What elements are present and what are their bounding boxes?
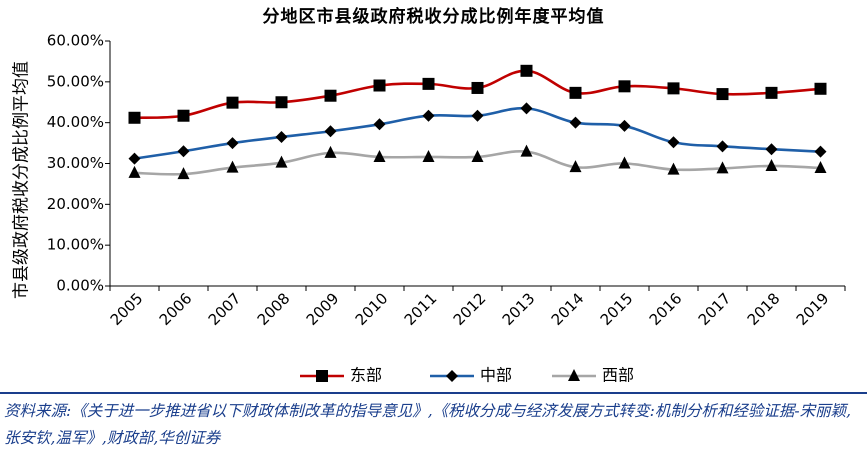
data-point-square [716,88,729,101]
data-point-triangle [618,156,631,169]
data-point-triangle [275,155,288,168]
data-point-triangle [667,162,680,175]
data-point-square [422,77,435,90]
x-tick-label: 2012 [450,289,490,329]
data-point-square [324,89,337,102]
data-point-square [520,64,533,77]
series-group [128,64,827,180]
data-point-square [471,81,484,94]
data-point-triangle [814,160,827,173]
x-tick-label: 2011 [401,289,441,329]
y-tick-label: 30.00% [47,154,104,172]
legend: 东部 中部 西部 [300,366,634,385]
x-tick-label: 2019 [793,289,833,329]
data-point-square [177,109,190,122]
legend-label: 中部 [480,366,512,385]
data-point-triangle [520,144,533,157]
data-point-diamond [471,109,484,122]
data-point-diamond [373,118,386,131]
x-tick-label: 2014 [548,289,588,329]
data-point-diamond [569,116,582,129]
data-point-triangle [373,149,386,162]
data-point-diamond [716,140,729,153]
y-tick-label: 60.00% [47,32,104,50]
data-point-diamond [324,125,337,138]
data-point-square [667,82,680,95]
series-3 [128,144,827,180]
x-tick-label: 2016 [646,289,686,329]
data-point-triangle [471,149,484,162]
data-point-diamond [765,143,778,156]
data-point-diamond [520,102,533,115]
data-point-triangle [324,145,337,158]
data-point-triangle [422,149,435,162]
data-point-diamond [177,145,190,158]
source-divider [0,392,867,394]
x-tick-label: 2005 [107,289,147,329]
x-tick-label: 2018 [744,289,784,329]
source-note: 资料来源:《关于进一步推进省以下财政体制改革的指导意见》,《税收分成与经济发展方… [4,402,852,447]
y-tick-label: 40.00% [47,113,104,131]
x-tick-label: 2017 [695,289,735,329]
data-point-triangle [716,161,729,174]
chart-title: 分地区市县级政府税收分成比例年度平均值 [262,7,605,27]
data-point-diamond [226,137,239,150]
series-1 [128,64,827,124]
data-point-triangle [765,158,778,171]
data-point-square [275,96,288,109]
legend-item: 东部 [300,366,382,385]
data-point-square [765,86,778,99]
data-point-diamond [814,145,827,158]
line-chart: 市县级政府税收分成比例平均值 0.00% 10.00% 20.00% 30.00% 40… [12,32,846,385]
data-point-square [569,86,582,99]
data-point-square [128,111,141,124]
data-point-triangle [128,165,141,178]
series-2 [128,102,827,165]
data-point-diamond [667,136,680,149]
y-tick-label: 50.00% [47,72,104,90]
data-point-square [373,79,386,92]
data-point-triangle [177,167,190,180]
data-point-diamond [446,370,458,382]
axes: 0.00% 10.00% 20.00% 30.00% 40.00% 50.00% 60.00… [47,32,846,329]
data-point-square [814,82,827,95]
data-point-square [316,370,328,382]
y-axis-label: 市县级政府税收分成比例平均值 [12,61,32,299]
data-point-square [226,96,239,109]
data-point-diamond [128,152,141,165]
y-tick-label: 20.00% [47,195,104,213]
legend-item: 中部 [430,366,512,385]
x-tick-label: 2013 [499,289,539,329]
legend-item: 西部 [552,366,634,385]
x-tick-label: 2007 [205,289,245,329]
x-tick-label: 2009 [303,289,343,329]
data-point-triangle [226,160,239,173]
data-point-triangle [569,160,582,173]
legend-label: 东部 [350,366,382,385]
x-tick-label: 2006 [156,289,196,329]
data-point-diamond [275,130,288,143]
x-tick-label: 2015 [597,289,637,329]
data-point-square [618,80,631,93]
x-tick-label: 2008 [254,289,294,329]
y-tick-label: 0.00% [56,277,104,295]
y-tick-label: 10.00% [47,236,104,254]
legend-label: 西部 [602,366,634,385]
data-point-diamond [422,109,435,122]
x-tick-label: 2010 [352,289,392,329]
data-point-triangle [568,369,580,381]
data-point-diamond [618,119,631,132]
